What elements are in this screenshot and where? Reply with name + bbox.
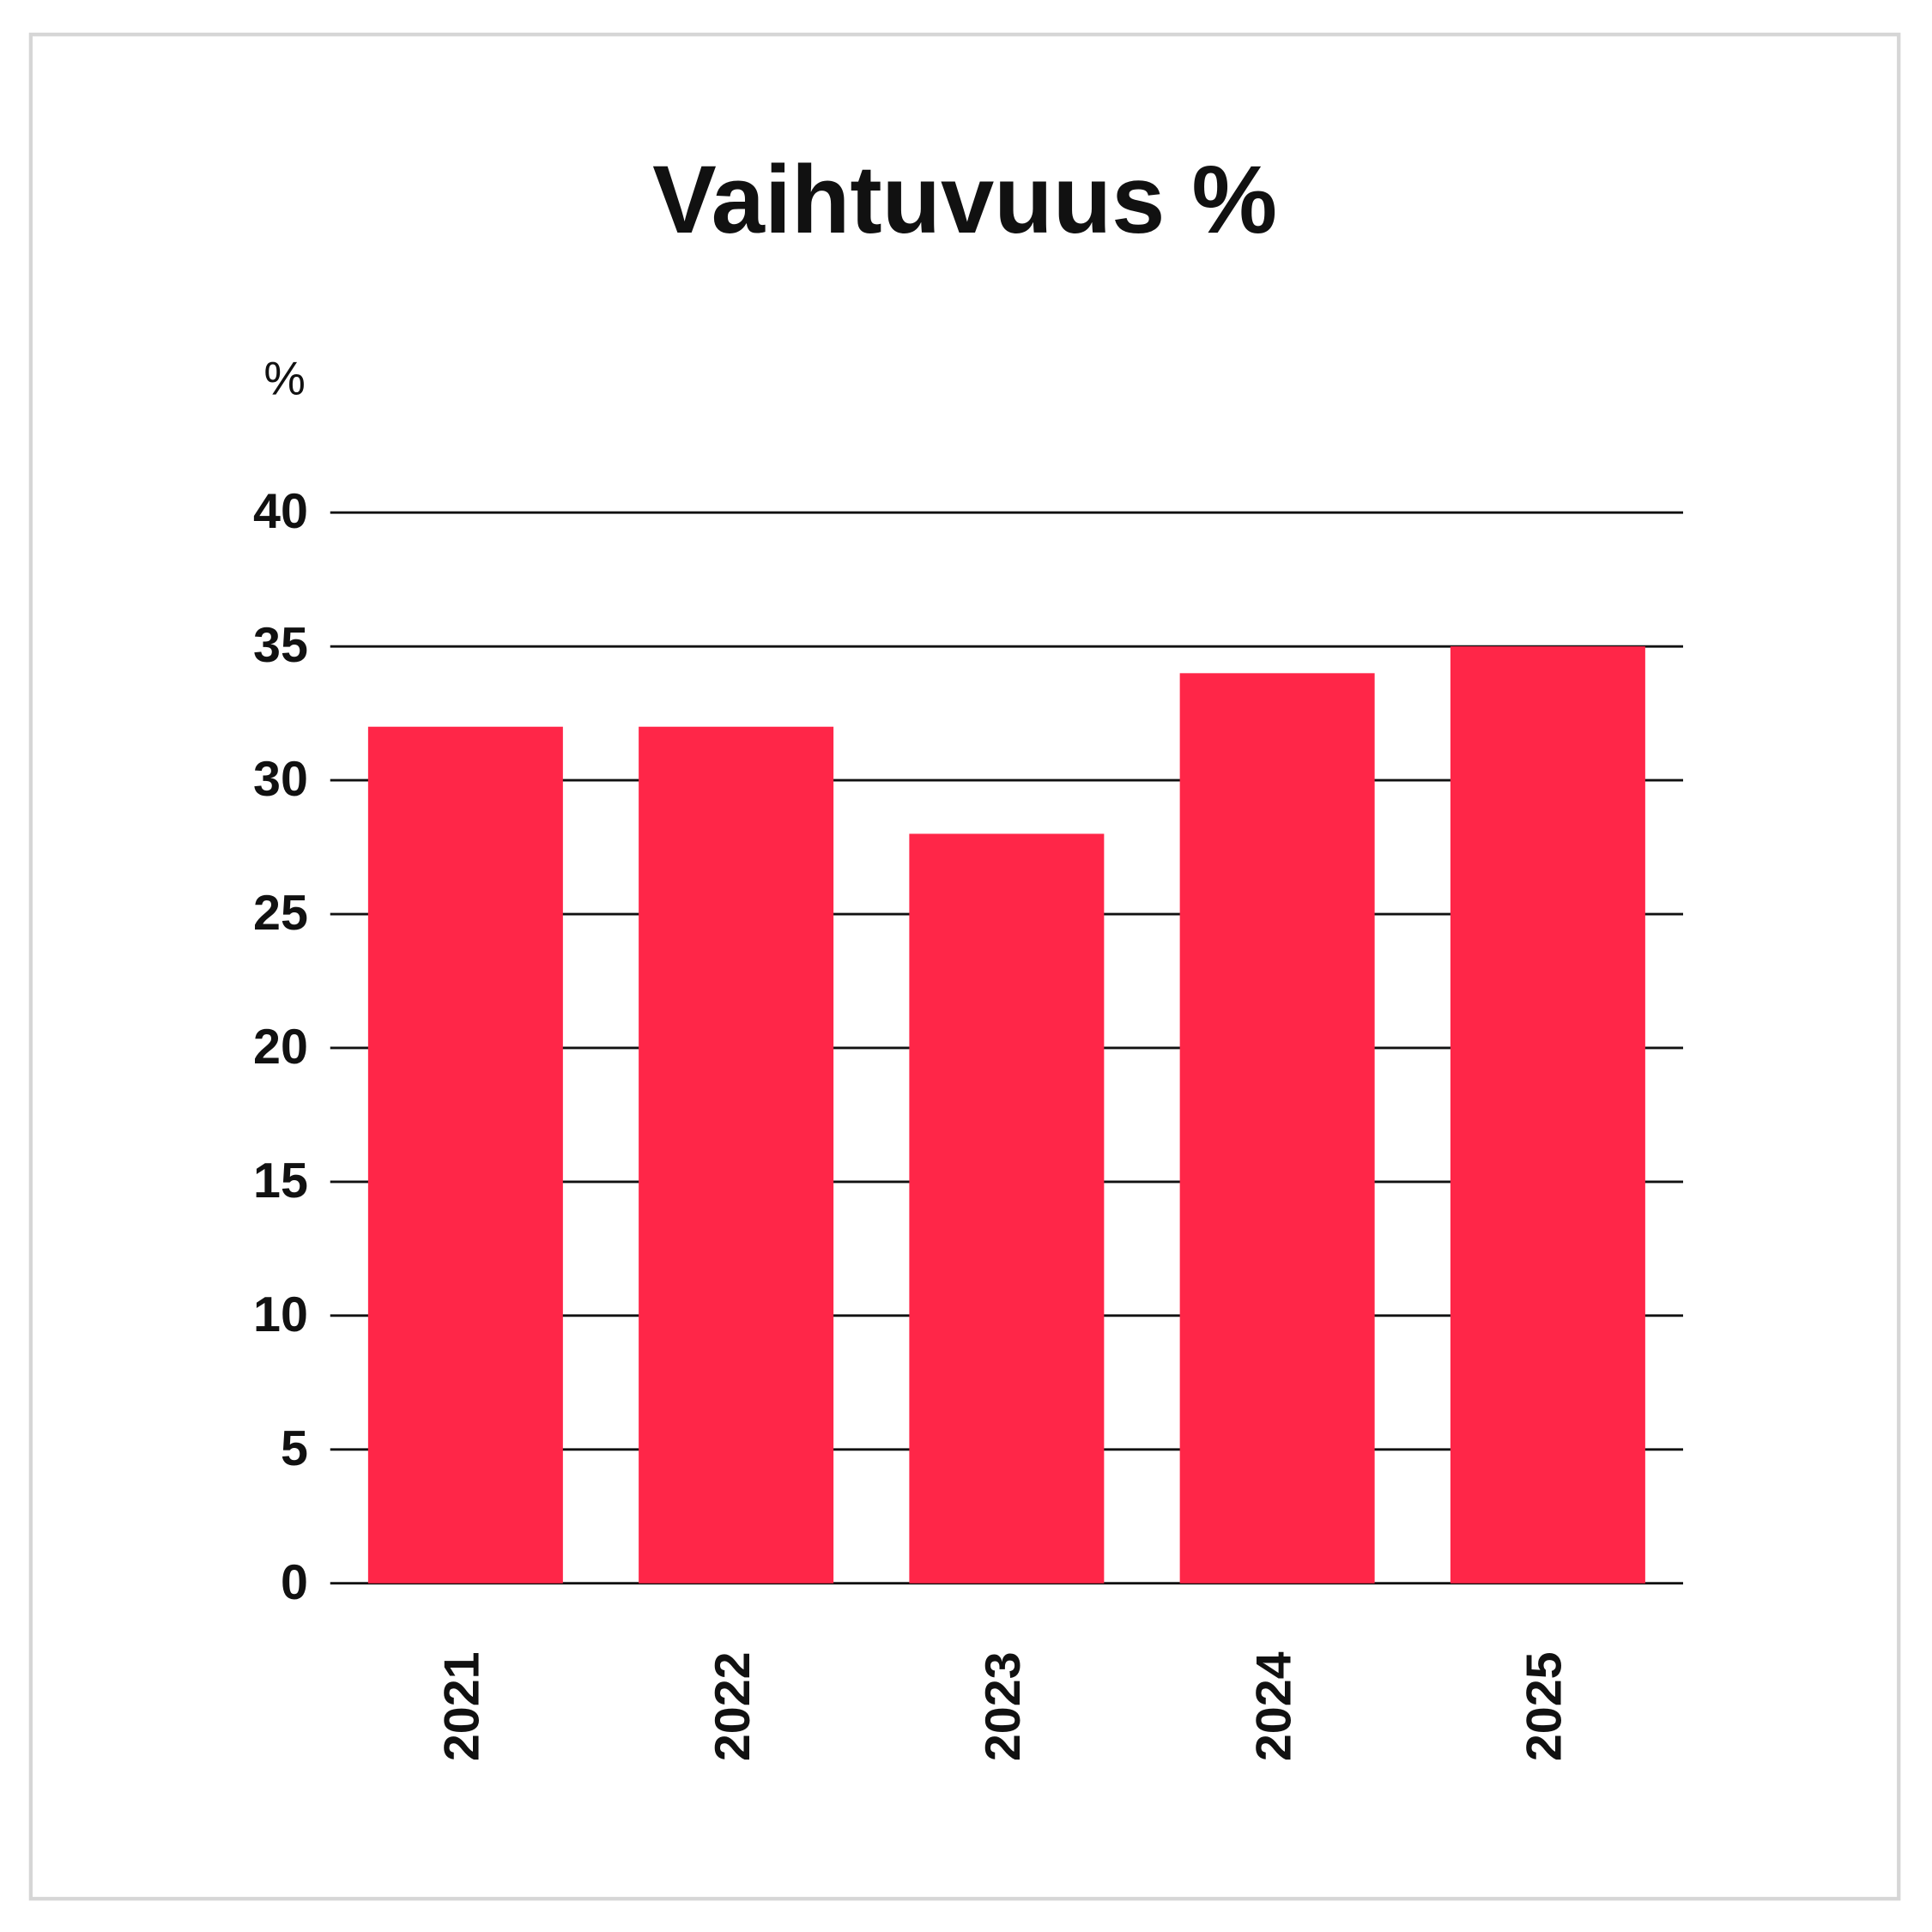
x-tick-label: 2024 [1246,1651,1301,1761]
bar [639,726,834,1584]
bar [367,726,563,1584]
y-tick-label: 35 [253,618,308,673]
y-tick-label: 30 [253,752,308,807]
y-tick-label: 40 [253,484,308,539]
bar [1450,646,1645,1584]
x-tick-label: 2021 [435,1651,490,1761]
y-tick-label: 0 [281,1555,308,1610]
x-tick-label: 2022 [706,1651,760,1761]
x-tick-label: 2023 [976,1651,1031,1761]
y-tick-label: 5 [281,1421,308,1476]
bar [909,833,1105,1584]
y-axis-label: % [263,352,306,404]
y-tick-label: 20 [253,1020,308,1075]
bar [1179,673,1375,1584]
x-tick-label: 2025 [1517,1651,1572,1761]
chart-title: Vaihtuvuus % [652,146,1277,253]
y-tick-label: 15 [253,1154,308,1208]
y-tick-label: 25 [253,886,308,941]
y-tick-label: 10 [253,1287,308,1342]
